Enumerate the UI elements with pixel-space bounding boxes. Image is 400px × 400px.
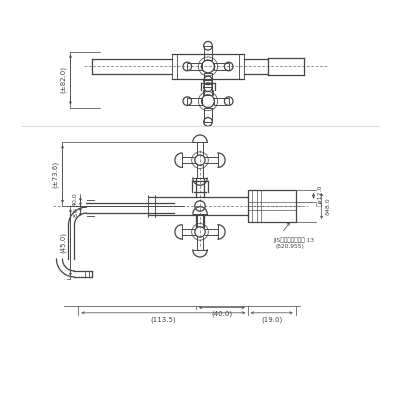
Text: (45.0): (45.0) — [60, 232, 66, 253]
Text: ð48.0: ð48.0 — [326, 197, 330, 215]
Text: JIS給水管拡付ねじ 13: JIS給水管拡付ねじ 13 — [274, 237, 315, 243]
Text: (ð20.955): (ð20.955) — [276, 244, 305, 249]
Text: (±73.6): (±73.6) — [52, 160, 58, 188]
Text: (40.0): (40.0) — [211, 311, 232, 317]
Text: 内ø12.0: 内ø12.0 — [318, 185, 323, 206]
Text: (19.0): (19.0) — [261, 317, 282, 323]
Text: 8.0: 8.0 — [73, 207, 78, 217]
Bar — [248, 190, 296, 222]
Text: (±82.0): (±82.0) — [60, 66, 66, 93]
Text: (113.5): (113.5) — [150, 317, 176, 323]
Text: 40.0: 40.0 — [73, 192, 78, 206]
